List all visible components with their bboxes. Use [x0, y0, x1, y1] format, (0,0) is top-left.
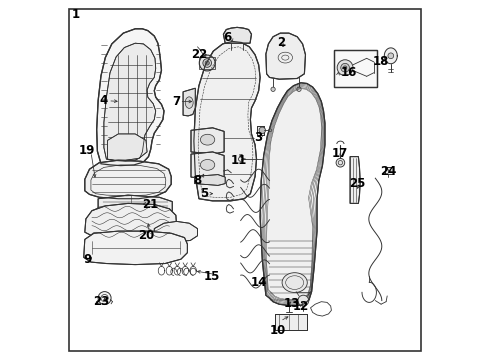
Polygon shape [195, 175, 225, 185]
Text: 5: 5 [200, 187, 209, 200]
Circle shape [205, 61, 209, 65]
Polygon shape [257, 126, 264, 135]
Polygon shape [84, 231, 187, 265]
Text: 4: 4 [100, 94, 108, 107]
Circle shape [271, 87, 275, 91]
Circle shape [98, 292, 111, 305]
Polygon shape [274, 314, 307, 330]
Circle shape [269, 129, 271, 132]
Text: 8: 8 [194, 174, 201, 186]
Ellipse shape [185, 97, 193, 108]
Polygon shape [260, 83, 325, 305]
Text: 23: 23 [94, 295, 110, 308]
Polygon shape [191, 152, 224, 179]
Text: 22: 22 [191, 48, 207, 61]
Circle shape [341, 63, 349, 72]
Polygon shape [350, 157, 360, 203]
Circle shape [336, 158, 345, 167]
Text: 16: 16 [341, 66, 357, 79]
Circle shape [297, 87, 301, 91]
Text: 3: 3 [255, 131, 263, 144]
Text: 14: 14 [250, 276, 267, 289]
Polygon shape [85, 203, 176, 239]
Circle shape [298, 295, 309, 306]
Ellipse shape [282, 273, 307, 292]
Ellipse shape [200, 134, 215, 145]
Polygon shape [385, 167, 392, 174]
Text: 25: 25 [349, 177, 366, 190]
Text: 7: 7 [172, 95, 180, 108]
Text: 9: 9 [83, 253, 92, 266]
Text: 19: 19 [78, 144, 95, 157]
Polygon shape [104, 43, 156, 161]
Polygon shape [194, 41, 260, 201]
Text: 11: 11 [230, 154, 246, 167]
Polygon shape [98, 195, 172, 215]
Circle shape [343, 66, 347, 69]
Polygon shape [384, 48, 397, 64]
Text: 6: 6 [223, 31, 232, 44]
Polygon shape [183, 88, 196, 116]
Circle shape [203, 59, 212, 67]
Circle shape [388, 53, 393, 59]
Text: 1: 1 [72, 8, 80, 21]
Polygon shape [334, 50, 377, 87]
Text: 10: 10 [270, 324, 286, 337]
Polygon shape [191, 128, 224, 154]
Polygon shape [266, 33, 305, 79]
Text: 2: 2 [277, 36, 285, 49]
Polygon shape [85, 160, 171, 199]
Polygon shape [223, 27, 251, 43]
Text: 12: 12 [293, 300, 309, 313]
Text: 21: 21 [143, 198, 159, 211]
Text: 13: 13 [284, 297, 300, 310]
Polygon shape [107, 134, 147, 160]
Polygon shape [97, 29, 164, 166]
Circle shape [337, 60, 353, 76]
Polygon shape [154, 221, 197, 242]
Circle shape [199, 55, 215, 71]
Text: 18: 18 [373, 55, 389, 68]
Text: 15: 15 [204, 270, 220, 283]
Circle shape [259, 127, 266, 134]
Text: 20: 20 [138, 229, 154, 242]
Ellipse shape [200, 159, 215, 170]
Text: 24: 24 [380, 165, 396, 177]
Text: 17: 17 [331, 147, 347, 159]
